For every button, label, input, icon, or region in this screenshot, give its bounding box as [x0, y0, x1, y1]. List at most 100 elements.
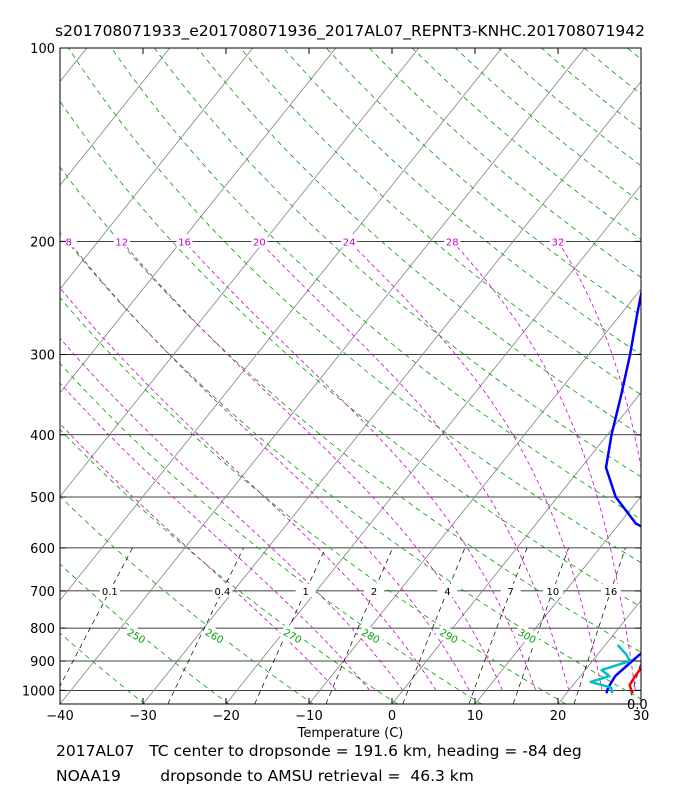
isotherm-line [391, 392, 641, 704]
dry-adiabat-label-bg [200, 623, 229, 648]
temperature-line [628, 666, 641, 694]
dry-adiabat-line [584, 48, 641, 95]
footer-line-1: 2017AL07 TC center to dropsonde = 191.6 … [56, 742, 582, 760]
chart-title: s201708071933_e201708071936_2017AL07_REP… [55, 22, 645, 40]
mixing-ratio-label-bg [542, 583, 563, 597]
isotherm-line [60, 48, 337, 394]
mixing-ratio-label-bg [364, 583, 385, 597]
isotherm-line [308, 288, 641, 704]
moist-adiabat-label: 32 [552, 237, 565, 248]
moist-adiabat-line [348, 241, 603, 691]
isotherm-line [60, 48, 171, 186]
dry-adiabat-line [283, 48, 641, 356]
moist-adiabat-label-bg [549, 234, 566, 248]
x-tick-label: 30 [633, 709, 650, 724]
moist-adiabat-line [121, 241, 503, 691]
moist-adiabat-label: 12 [115, 237, 128, 248]
dry-adiabat-line [369, 48, 641, 278]
mixing-ratio-label-bg [500, 583, 521, 597]
dewpoint-line [604, 288, 641, 694]
dry-adiabat-line [153, 48, 641, 478]
moist-adiabat-label: 8 [66, 237, 72, 248]
dry-adiabat-line [626, 48, 641, 60]
isotherm-line [0, 48, 4, 704]
x-tick-label: 10 [467, 709, 484, 724]
moist-adiabat-label-bg [444, 234, 461, 248]
mixing-ratio-label: 10 [546, 587, 559, 598]
dry-adiabat-line [498, 48, 641, 167]
mixing-ratio-line [402, 547, 466, 704]
mixing-ratio-label: 0.1 [102, 587, 118, 598]
isotherm-line [60, 48, 254, 290]
moist-adiabat-label: 16 [178, 237, 191, 248]
x-tick-label: −40 [46, 709, 73, 724]
dry-adiabat-label-bg [278, 623, 307, 648]
moist-adiabat-label-bg [60, 234, 77, 248]
retrieval-temperature-line [643, 645, 649, 648]
x-tick-label: 20 [550, 709, 567, 724]
y-tick-label: 200 [30, 235, 55, 250]
isotherm-line [60, 48, 503, 601]
y-tick-label: 600 [30, 542, 55, 557]
mixing-ratio-label-bg [600, 583, 621, 597]
dry-adiabat-line [60, 100, 641, 608]
dry-adiabat-label-bg [435, 623, 464, 648]
mixing-ratio-label: 2 [371, 587, 377, 598]
x-tick-label: −30 [129, 709, 156, 724]
dry-adiabat-line [60, 702, 61, 704]
x-tick-label: −20 [212, 709, 239, 724]
y-tick-label: 900 [30, 655, 55, 670]
y-tick-label: 400 [30, 429, 55, 444]
moist-adiabat-line [452, 241, 636, 691]
dry-adiabat-label-bg [513, 623, 542, 648]
moist-adiabat-label-bg [251, 234, 268, 248]
dry-adiabat-line [670, 48, 700, 704]
footer-line-2: NOAA19 dropsonde to AMSU retrieval = 46.… [56, 767, 474, 785]
dry-adiabat-line [326, 48, 641, 317]
moist-adiabat-line [60, 422, 337, 691]
moist-adiabat-label: 24 [343, 237, 356, 248]
dry-adiabat-line [60, 297, 566, 704]
y-tick-label: 1000 [22, 684, 55, 699]
mixing-ratio-line [167, 547, 244, 704]
dry-adiabat-line [60, 495, 314, 704]
mixing-ratio-label-bg [295, 583, 316, 597]
moist-adiabat-line [60, 287, 437, 691]
dry-adiabat-line [60, 166, 641, 653]
y-tick-label: 300 [30, 348, 55, 363]
dry-adiabat-line [60, 362, 482, 704]
dry-adiabat-line [412, 48, 641, 241]
isotherm-line [60, 48, 420, 498]
mixing-ratio-line [628, 661, 641, 704]
y-tick-label: 700 [30, 585, 55, 600]
grid-layer [0, 48, 700, 704]
mixing-ratio-line [325, 547, 394, 704]
mixing-ratio-line [60, 547, 133, 687]
mixing-ratio-label-bg [437, 583, 458, 597]
moist-adiabat-line [259, 241, 570, 691]
x-tick-label: 0 [388, 709, 396, 724]
isotherm-line [142, 80, 641, 704]
dry-adiabat-line [60, 231, 641, 700]
moist-adiabat-line [68, 241, 470, 691]
mixing-ratio-line [573, 547, 626, 704]
y-tick-label: 800 [30, 622, 55, 637]
mixing-ratio-label: 0.4 [215, 587, 231, 598]
retrieval-dewpoint-line [589, 644, 632, 694]
plot-frame [59, 47, 642, 705]
dry-adiabat-label-bg [357, 623, 385, 648]
x-tick-label: −10 [295, 709, 322, 724]
moist-adiabat-label: 28 [446, 237, 459, 248]
dry-adiabat-line [239, 48, 641, 396]
moist-adiabat-line [184, 241, 537, 691]
x-axis-label: Temperature (C) [297, 726, 404, 741]
dry-adiabat-label-bg [122, 623, 151, 648]
moist-adiabat-label: 20 [253, 237, 266, 248]
dry-adiabat-line [68, 48, 641, 564]
mixing-ratio-label-bg [212, 583, 233, 597]
dry-adiabat-line [60, 428, 398, 704]
isotherm-line [225, 184, 641, 704]
mixing-ratio-label: 7 [507, 587, 513, 598]
